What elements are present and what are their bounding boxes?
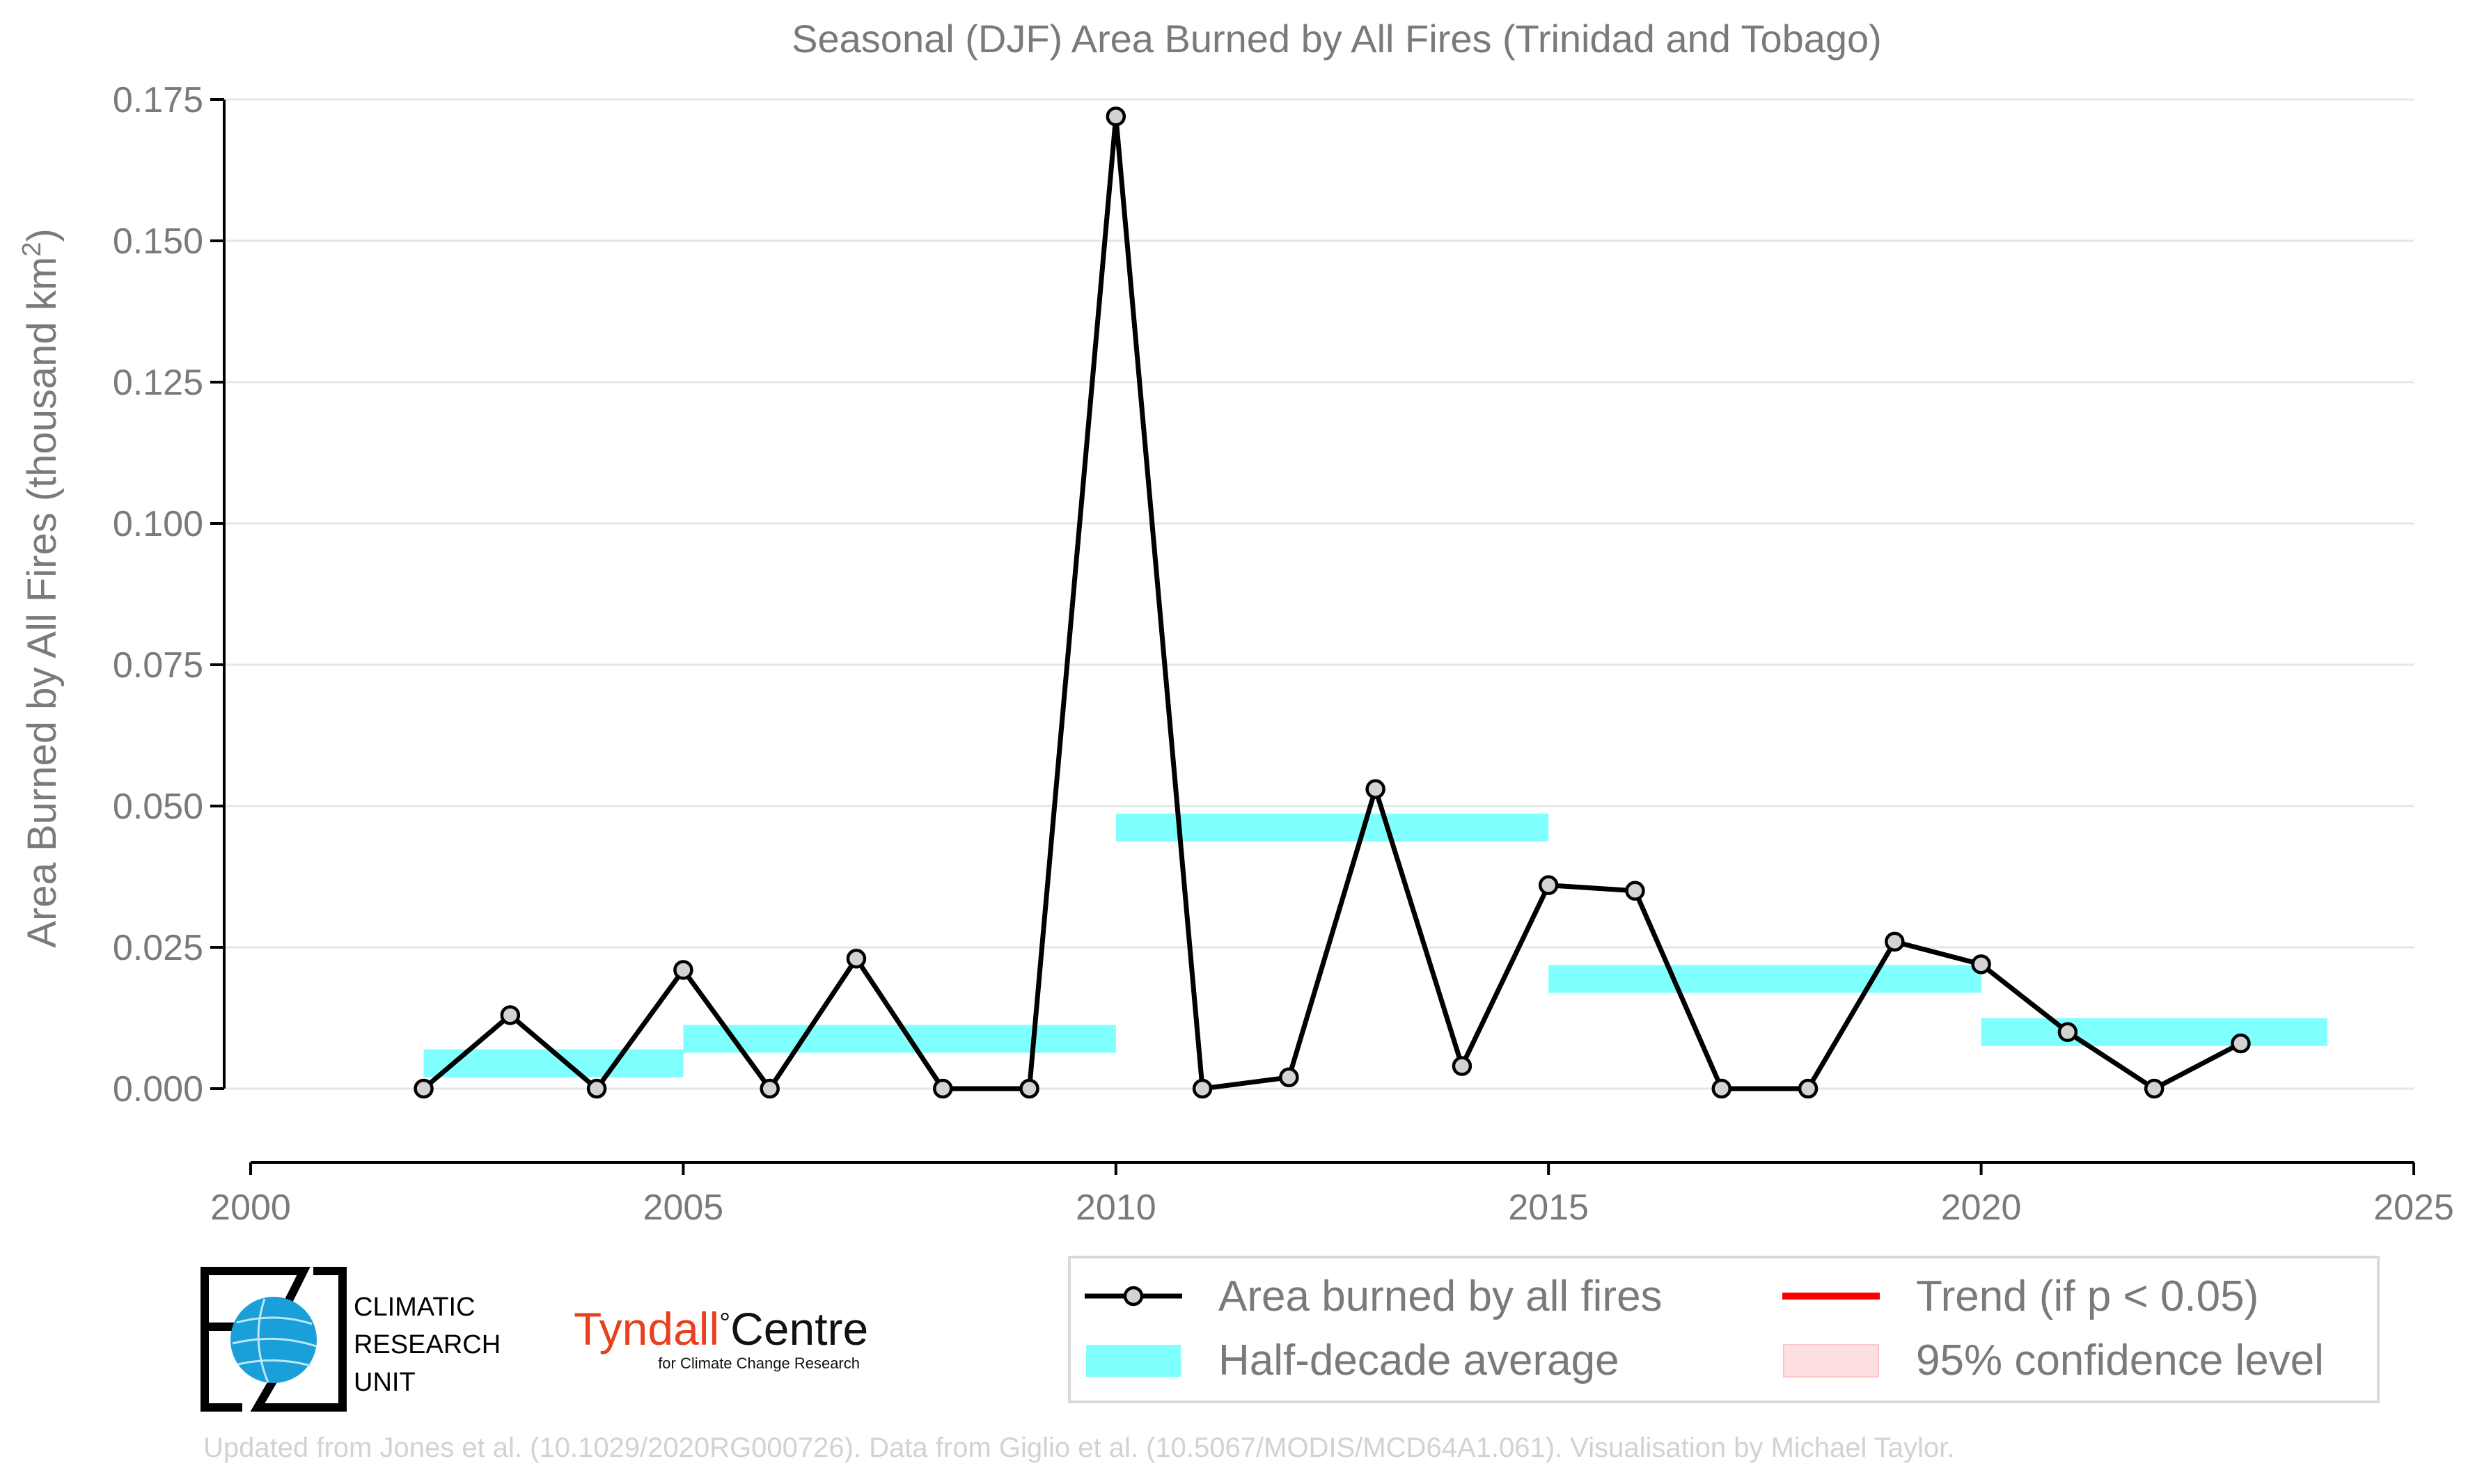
x-axis: 2000 2005 2010 2015 2020 2025 (210, 1161, 2454, 1228)
data-point (1885, 931, 1905, 952)
cru-logo-line-3: UNIT (354, 1368, 416, 1397)
tyndall-logo: Tyndall°Centre for Climate Change Resear… (574, 1303, 868, 1372)
data-point (1971, 954, 1991, 974)
cru-logo: CLIMATIC RESEARCH UNIT (201, 1267, 501, 1412)
cru-logo-line-1: CLIMATIC (354, 1293, 476, 1322)
y-tick-label: 0.175 (113, 80, 203, 120)
legend-box (1068, 1256, 2380, 1403)
x-tick-label: 2005 (643, 1187, 724, 1228)
series-line (422, 113, 2243, 1091)
chart-title: Seasonal (DJF) Area Burned by All Fires … (792, 17, 1882, 61)
data-point (1106, 106, 1126, 127)
globe-lines (232, 1298, 317, 1383)
half-decade-average-band (1115, 813, 1549, 842)
half-decade-average-band (683, 1025, 1116, 1053)
legend-label-area-burned: Area burned by all fires (1218, 1272, 1663, 1320)
legend-label-half-decade: Half-decade average (1218, 1336, 1619, 1384)
y-axis: 0.000 0.025 0.050 0.075 0.100 0.125 0.150 0.175 (113, 80, 226, 1110)
credit-line: Updated from Jones et al. (10.1029/2020R… (203, 1432, 1954, 1463)
half-decade-average-band (1548, 965, 1981, 993)
legend-marker-swatch (1123, 1286, 1144, 1307)
y-tick-label: 0.125 (113, 363, 203, 403)
legend-confidence-swatch (1783, 1344, 1879, 1378)
y-tick-label: 0.000 (113, 1069, 203, 1110)
y-tick-label: 0.075 (113, 645, 203, 686)
data-point (2057, 1022, 2078, 1043)
data-point (2144, 1078, 2165, 1099)
x-tick-label: 2020 (1941, 1187, 2022, 1228)
x-tick-label: 2015 (1508, 1187, 1589, 1228)
y-tick-label: 0.100 (113, 504, 203, 544)
data-point (1279, 1067, 1299, 1088)
legend-label-trend: Trend (if p < 0.05) (1916, 1272, 2259, 1320)
legend-half-decade-swatch (1086, 1345, 1181, 1377)
data-point (1365, 779, 1385, 799)
tyndall-logo-black: Centre (730, 1303, 868, 1355)
legend: Area burned by all fires Trend (if p < 0… (1068, 1256, 2380, 1403)
data-point (1711, 1078, 1732, 1099)
x-tick-label: 2010 (1076, 1187, 1156, 1228)
data-point (1625, 881, 1645, 901)
data-point (1019, 1078, 1039, 1099)
y-tick-label: 0.150 (113, 221, 203, 262)
data-point (846, 948, 867, 969)
tyndall-logo-wordmark: Tyndall°Centre (574, 1303, 868, 1355)
data-point (414, 1078, 434, 1099)
cru-logo-line-2: RESEARCH (354, 1330, 501, 1359)
data-point (500, 1005, 521, 1025)
cru-logo-frame (201, 1267, 347, 1412)
data-point (673, 960, 693, 980)
half-decade-average-bands (423, 813, 2327, 1078)
legend-label-confidence: 95% confidence level (1916, 1336, 2324, 1384)
y-tick-label: 0.025 (113, 928, 203, 968)
y-tick-label: 0.050 (113, 787, 203, 827)
y-axis-label: Area Burned by All Fires (thousand km2) (17, 228, 65, 947)
x-tick-label: 2025 (2373, 1187, 2454, 1228)
y-axis-label-close: ) (19, 228, 65, 242)
half-decade-average-band (1981, 1018, 2327, 1046)
tyndall-logo-red: Tyndall (574, 1303, 719, 1355)
x-tick-label: 2000 (210, 1187, 291, 1228)
data-point (932, 1078, 953, 1099)
data-point (1452, 1056, 1472, 1076)
data-point (760, 1078, 780, 1099)
data-point (1538, 875, 1559, 895)
y-axis-label-main: Area Burned by All Fires (thousand km (19, 257, 65, 948)
tyndall-logo-degree: ° (719, 1308, 730, 1339)
data-point (586, 1078, 607, 1099)
data-point (1798, 1078, 1819, 1099)
data-point (2231, 1033, 2251, 1054)
series-area-burned (414, 106, 2251, 1099)
globe-icon (230, 1297, 317, 1383)
y-axis-label-superscript: 2 (17, 242, 47, 257)
data-point (1192, 1078, 1213, 1099)
tyndall-logo-subtitle: for Climate Change Research (658, 1355, 860, 1372)
gridlines (226, 98, 2414, 1090)
